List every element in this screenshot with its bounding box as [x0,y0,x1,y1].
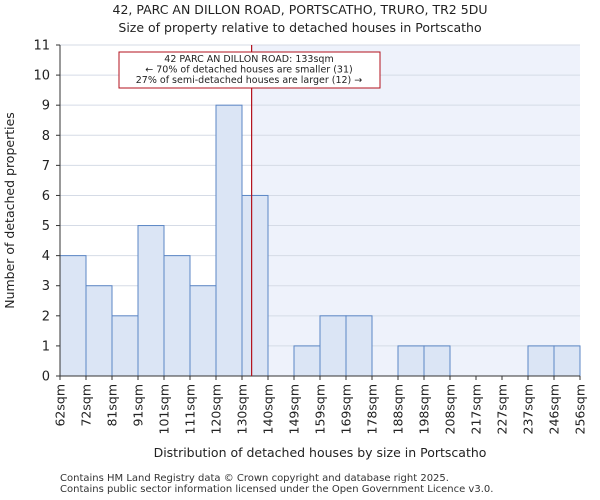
bar-149sqm [293,345,321,377]
x-tick-label-178sqm: 178sqm [365,384,380,434]
bar-198sqm [423,345,451,377]
y-tick-label: 6 [42,189,50,204]
y-tick-label: 2 [42,309,50,324]
footer-line-1: Contains HM Land Registry data © Crown c… [60,473,449,484]
x-tick-label-256sqm: 256sqm [573,384,588,434]
bar-72sqm [85,285,113,377]
bar-81sqm [111,315,139,377]
x-tick-label-72sqm: 72sqm [79,384,94,427]
chart-title: 42, PARC AN DILLON ROAD, PORTSCATHO, TRU… [112,2,488,17]
bar-91sqm [137,225,165,377]
x-tick-label-169sqm: 169sqm [339,384,354,434]
bar-188sqm [397,345,425,377]
annotation-line-3: 27% of semi-detached houses are larger (… [136,75,363,86]
bar-130sqm [241,194,269,377]
x-tick-label-101sqm: 101sqm [157,384,172,434]
x-tick-label-217sqm: 217sqm [469,384,484,434]
bar-246sqm [553,345,581,377]
y-tick-label: 5 [42,219,50,234]
x-tick-label-140sqm: 140sqm [261,384,276,434]
bar-62sqm [59,255,87,377]
x-tick-label-111sqm: 111sqm [183,384,198,434]
x-axis-title: Distribution of detached houses by size … [154,445,487,460]
x-tick-label-81sqm: 81sqm [105,384,120,427]
bar-120sqm [215,104,243,377]
y-tick-label: 4 [42,249,50,264]
y-tick-label: 10 [33,69,50,84]
x-tick-label-188sqm: 188sqm [391,384,406,434]
x-tick-label-130sqm: 130sqm [235,384,250,434]
bar-169sqm [345,315,373,377]
annotation-box [118,51,381,89]
x-tick-label-149sqm: 149sqm [287,384,302,434]
bar-237sqm [527,345,555,377]
x-tick-label-62sqm: 62sqm [53,384,68,427]
y-tick-label: 8 [42,129,50,144]
footer-line-2: Contains public sector information licen… [60,484,494,495]
y-tick-label: 9 [42,99,50,114]
annotation-line-1: 42 PARC AN DILLON ROAD: 133sqm [164,54,333,65]
x-tick-label-91sqm: 91sqm [131,384,146,427]
bar-159sqm [319,315,347,377]
x-tick-label-159sqm: 159sqm [313,384,328,434]
chart-subtitle: Size of property relative to detached ho… [118,20,482,35]
bar-111sqm [189,285,217,377]
y-axis-title: Number of detached properties [2,112,17,309]
bar-101sqm [163,255,191,377]
y-tick-label: 1 [42,339,50,354]
annotation-line-2: ← 70% of detached houses are smaller (31… [145,65,352,76]
y-tick-label: 11 [33,39,50,54]
x-tick-label-208sqm: 208sqm [443,384,458,434]
x-tick-label-237sqm: 237sqm [521,384,536,434]
x-tick-label-120sqm: 120sqm [209,384,224,434]
y-tick-label: 0 [42,370,50,385]
y-tick-label: 7 [42,159,50,174]
x-tick-label-227sqm: 227sqm [495,384,510,434]
x-tick-label-246sqm: 246sqm [547,384,562,434]
highlight-region [251,45,580,376]
x-tick-label-198sqm: 198sqm [417,384,432,434]
y-tick-label: 3 [42,279,50,294]
